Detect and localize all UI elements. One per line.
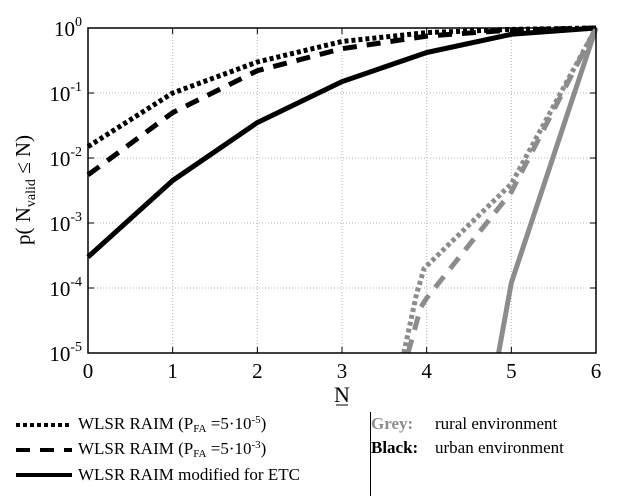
y-tick-labels: 100 10-1 10-2 10-3 10-4 10-5 — [49, 15, 596, 366]
legend-entry-label: WLSR RAIM modified for ETC — [78, 464, 300, 484]
x-tick-label: 6 — [591, 359, 602, 383]
y-tick-label: 10-3 — [49, 210, 82, 236]
legend-series-column: WLSR RAIM (PFA =5·10-5) WLSR RAIM (PFA =… — [14, 412, 371, 496]
x-tick-label: 0 — [83, 359, 94, 383]
series-urban-dashed — [86, 25, 597, 177]
legend-entry-solid: WLSR RAIM modified for ETC — [14, 462, 370, 487]
x-tick-label: 1 — [167, 359, 178, 383]
environment-value: rural environment — [435, 414, 558, 433]
legend-environment-grey: Grey: rural environment — [371, 412, 619, 436]
dashed-line-swatch — [16, 447, 72, 452]
x-tick-labels: 0 1 2 3 4 5 6 — [83, 28, 602, 383]
y-tick-label: 100 — [54, 15, 82, 41]
legend-entry-label: WLSR RAIM (PFA =5·10-5) — [78, 414, 267, 435]
legend-entry-dotted: WLSR RAIM (PFA =5·10-5) — [14, 412, 370, 437]
y-axis-label-sub: valid — [24, 179, 39, 207]
y-axis-label-post: ≤ N) — [11, 135, 35, 179]
y-tick-label: 10-1 — [49, 80, 82, 106]
y-tick-label: 10-5 — [49, 340, 82, 366]
environment-key: Black: — [371, 438, 419, 457]
y-axis-label-pre: p( N — [11, 207, 35, 245]
x-tick-label: 5 — [506, 359, 517, 383]
chart: 100 10-1 10-2 10-3 10-4 10-5 0 1 2 3 4 5 6 N p( Nva… — [11, 15, 602, 407]
environment-key: Grey: — [371, 414, 414, 433]
dotted-line-swatch — [16, 422, 72, 427]
x-tick-label: 4 — [421, 359, 432, 383]
series-rural-dotted — [401, 26, 599, 354]
series-urban-dotted — [86, 25, 597, 149]
series-rural-dashed — [405, 26, 599, 354]
solid-line-swatch — [16, 472, 72, 477]
environment-value: urban environment — [435, 438, 564, 457]
legend: WLSR RAIM (PFA =5·10-5) WLSR RAIM (PFA =… — [14, 412, 619, 496]
legend-entry-dashed: WLSR RAIM (PFA =5·10-3) — [14, 437, 370, 462]
legend-entry-label: WLSR RAIM (PFA =5·10-3) — [78, 439, 267, 460]
series-urban-solid — [86, 25, 597, 259]
y-axis-label: p( Nvalid ≤ N) — [11, 135, 39, 245]
y-tick-label: 10-4 — [49, 275, 82, 301]
y-tick-label: 10-2 — [49, 145, 82, 171]
legend-environment-black: Black: urban environment — [371, 436, 619, 460]
x-tick-label: 3 — [337, 359, 348, 383]
legend-environment-column: Grey: rural environment Black: urban env… — [371, 412, 620, 496]
x-tick-label: 2 — [252, 359, 263, 383]
series-rural-solid — [496, 27, 599, 354]
x-axis-label: N — [334, 382, 350, 407]
